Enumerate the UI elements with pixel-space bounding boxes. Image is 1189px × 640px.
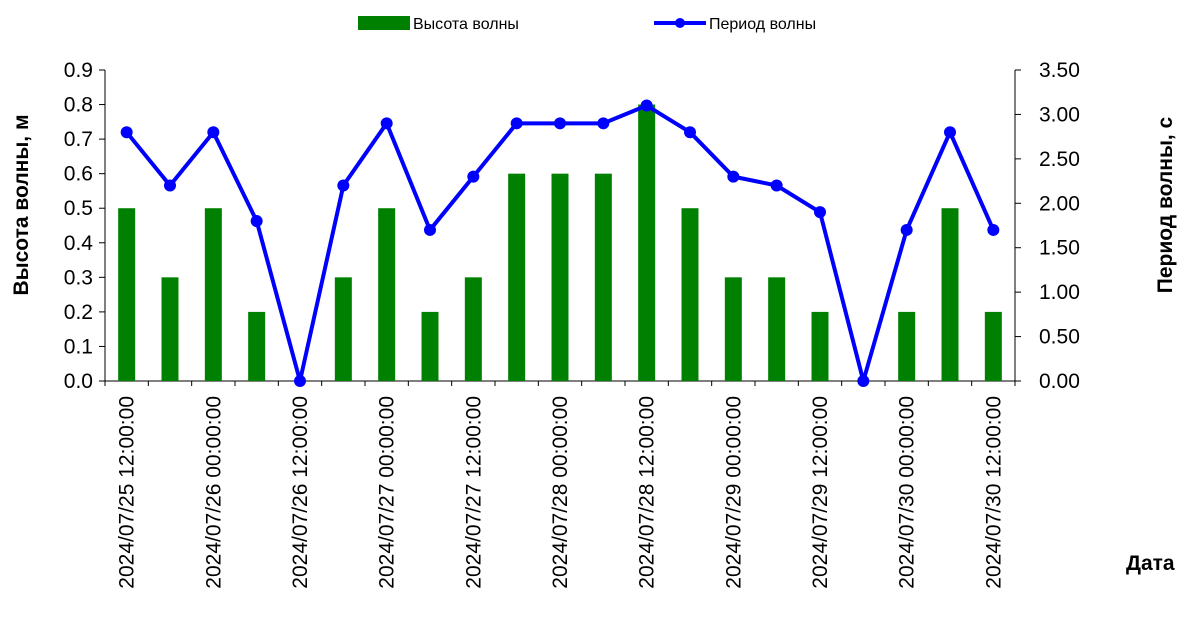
y-left-tick-label: 0.1	[64, 335, 93, 358]
x-tick-label: 2024/07/29 00:00:00	[722, 396, 745, 589]
y-left-tick-label: 0.4	[64, 232, 94, 255]
period-point	[770, 179, 783, 192]
legend-bar-label: Высота волны	[413, 16, 519, 33]
y-left-tick-label: 0.5	[64, 197, 93, 220]
x-tick-label: 2024/07/28 00:00:00	[549, 396, 572, 589]
bar	[551, 173, 569, 381]
bar	[768, 277, 786, 381]
y-right-tick-label: 0.00	[1039, 370, 1080, 393]
y-left-tick-label: 0.2	[64, 301, 93, 324]
y-left-tick-label: 0.7	[64, 128, 93, 151]
period-point	[597, 117, 610, 130]
period-point	[814, 206, 826, 219]
period-point	[250, 215, 263, 228]
period-point	[554, 117, 566, 130]
period-point	[207, 126, 220, 139]
bar	[724, 277, 742, 381]
y-left-tick-label: 0.8	[64, 94, 93, 117]
bar	[594, 173, 612, 381]
period-point	[120, 126, 133, 139]
x-tick-label: 2024/07/30 12:00:00	[982, 396, 1005, 589]
period-point	[380, 117, 393, 130]
y-right-tick-label: 1.50	[1039, 237, 1080, 260]
period-point	[164, 179, 176, 192]
x-tick-label: 2024/07/28 12:00:00	[636, 396, 659, 589]
period-point	[944, 126, 956, 139]
period-point	[294, 375, 306, 387]
period-point	[640, 99, 653, 112]
period-point	[424, 223, 436, 236]
y-right-tick-label: 2.50	[1039, 148, 1080, 171]
x-axis-title: Дата	[1126, 552, 1175, 575]
period-point	[857, 375, 870, 387]
period-point	[337, 179, 350, 192]
bar	[118, 208, 136, 381]
y-right-tick-label: 3.00	[1039, 103, 1080, 126]
y-axis-right-title: Период волны, с	[1154, 116, 1177, 293]
period-point	[684, 126, 696, 139]
bar	[204, 208, 222, 381]
y-right-tick-label: 3.50	[1039, 59, 1080, 82]
x-tick-label: 2024/07/25 12:00:00	[116, 396, 139, 589]
period-point	[987, 223, 1000, 236]
bar	[811, 311, 829, 381]
x-tick-label: 2024/07/26 00:00:00	[202, 396, 225, 589]
legend-line-marker	[675, 18, 685, 28]
y-left-tick-label: 0.0	[64, 370, 93, 393]
x-tick-label: 2024/07/26 12:00:00	[289, 396, 312, 589]
period-point	[727, 170, 740, 183]
y-axis-left-title: Высота волны, м	[10, 115, 33, 296]
bar	[248, 311, 266, 381]
legend-line-label: Период волны	[709, 16, 816, 33]
legend: Высота волны Период волны	[358, 16, 816, 33]
y-left-tick-label: 0.3	[64, 266, 93, 289]
plot-area: 0.0 0.1 0.2 0.3 0.4 0.5 0.6 0.7 0.8 0.9 0.00 0.50 1.…	[64, 59, 1080, 589]
bar	[464, 277, 482, 381]
legend-bar-swatch	[358, 16, 410, 30]
x-tick-label: 2024/07/27 00:00:00	[376, 396, 399, 589]
bar	[681, 208, 699, 381]
y-right-tick-label: 1.00	[1039, 281, 1080, 304]
bar	[638, 104, 656, 382]
bar	[508, 173, 526, 381]
y-right-tick-label: 2.00	[1039, 192, 1080, 215]
bar	[161, 277, 179, 381]
bar	[941, 208, 959, 381]
y-right-tick-label: 0.50	[1039, 326, 1080, 349]
bar	[421, 311, 439, 381]
period-point	[467, 170, 480, 183]
bar	[378, 208, 396, 381]
bar	[334, 277, 352, 381]
x-tick-label: 2024/07/27 12:00:00	[462, 396, 485, 589]
period-point	[900, 223, 913, 236]
bar	[898, 311, 916, 381]
bar	[984, 311, 1002, 381]
x-tick-label: 2024/07/29 12:00:00	[809, 396, 832, 589]
y-left-tick-label: 0.6	[64, 163, 93, 186]
period-point	[510, 117, 523, 130]
x-tick-label: 2024/07/30 00:00:00	[896, 396, 919, 589]
y-left-tick-label: 0.9	[64, 59, 93, 82]
